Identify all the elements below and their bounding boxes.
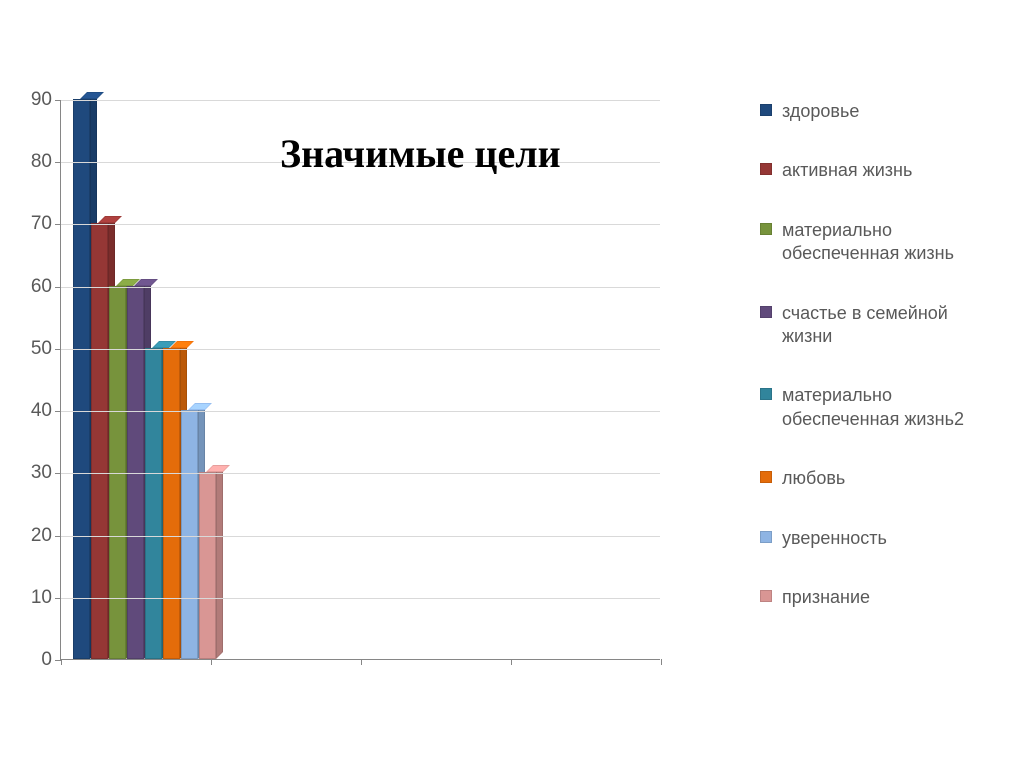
x-tick [661, 659, 662, 665]
y-tick [55, 349, 61, 350]
legend-label: материально обеспеченная жизнь [782, 219, 990, 266]
legend-item: здоровье [760, 100, 990, 123]
gridline [61, 287, 660, 288]
y-tick [55, 100, 61, 101]
bar [199, 472, 216, 659]
legend-swatch [760, 163, 772, 175]
y-tick-label: 0 [41, 649, 52, 671]
x-tick [61, 659, 62, 665]
legend: здоровье активная жизнь материально обеспе… [760, 100, 990, 645]
y-tick [55, 598, 61, 599]
gridline [61, 411, 660, 412]
y-tick-label: 40 [31, 400, 52, 422]
bar-front [91, 223, 108, 659]
gridline [61, 536, 660, 537]
y-tick-label: 80 [31, 151, 52, 173]
y-tick-label: 10 [31, 587, 52, 609]
bar-front [163, 348, 180, 659]
gridline [61, 598, 660, 599]
gridline [61, 349, 660, 350]
legend-label: признание [782, 586, 870, 609]
y-tick [55, 224, 61, 225]
legend-label: любовь [782, 467, 845, 490]
chart-plot-area: 0102030405060708090 [60, 100, 660, 660]
bar [73, 99, 90, 659]
bar [145, 348, 162, 659]
y-tick [55, 473, 61, 474]
bar-top [206, 465, 230, 472]
legend-label: здоровье [782, 100, 859, 123]
legend-swatch [760, 388, 772, 400]
legend-item: активная жизнь [760, 159, 990, 182]
x-tick [211, 659, 212, 665]
bar [91, 223, 108, 659]
bar-front [145, 348, 162, 659]
bar-front [127, 286, 144, 659]
legend-swatch [760, 531, 772, 543]
legend-label: активная жизнь [782, 159, 912, 182]
gridline [61, 224, 660, 225]
bar-top [98, 216, 122, 223]
bar-front [73, 99, 90, 659]
y-tick-label: 70 [31, 213, 52, 235]
legend-label: материально обеспеченная жизнь2 [782, 384, 990, 431]
legend-item: уверенность [760, 527, 990, 550]
legend-swatch [760, 223, 772, 235]
y-tick [55, 162, 61, 163]
legend-item: любовь [760, 467, 990, 490]
gridline [61, 100, 660, 101]
bar-front [109, 286, 126, 659]
bars-container [61, 100, 660, 659]
legend-swatch [760, 306, 772, 318]
legend-item: счастье в семейной жизни [760, 302, 990, 349]
legend-swatch [760, 104, 772, 116]
legend-item: материально обеспеченная жизнь [760, 219, 990, 266]
y-tick [55, 536, 61, 537]
legend-label: уверенность [782, 527, 887, 550]
bar-top [188, 403, 212, 410]
bar-front [199, 472, 216, 659]
legend-swatch [760, 590, 772, 602]
y-tick-label: 20 [31, 525, 52, 547]
bar [127, 286, 144, 659]
legend-item: материально обеспеченная жизнь2 [760, 384, 990, 431]
bar-side [216, 465, 223, 659]
x-tick [511, 659, 512, 665]
y-tick-label: 30 [31, 462, 52, 484]
y-tick-label: 50 [31, 338, 52, 360]
y-tick [55, 287, 61, 288]
x-tick [361, 659, 362, 665]
bar-top [80, 92, 104, 99]
gridline [61, 473, 660, 474]
y-tick-label: 90 [31, 89, 52, 111]
bar [163, 348, 180, 659]
legend-label: счастье в семейной жизни [782, 302, 990, 349]
y-tick [55, 411, 61, 412]
legend-swatch [760, 471, 772, 483]
bar [109, 286, 126, 659]
plot-area [60, 100, 660, 660]
chart-title: Значимые цели [280, 130, 561, 177]
legend-item: признание [760, 586, 990, 609]
y-axis: 0102030405060708090 [20, 100, 60, 660]
y-tick-label: 60 [31, 276, 52, 298]
